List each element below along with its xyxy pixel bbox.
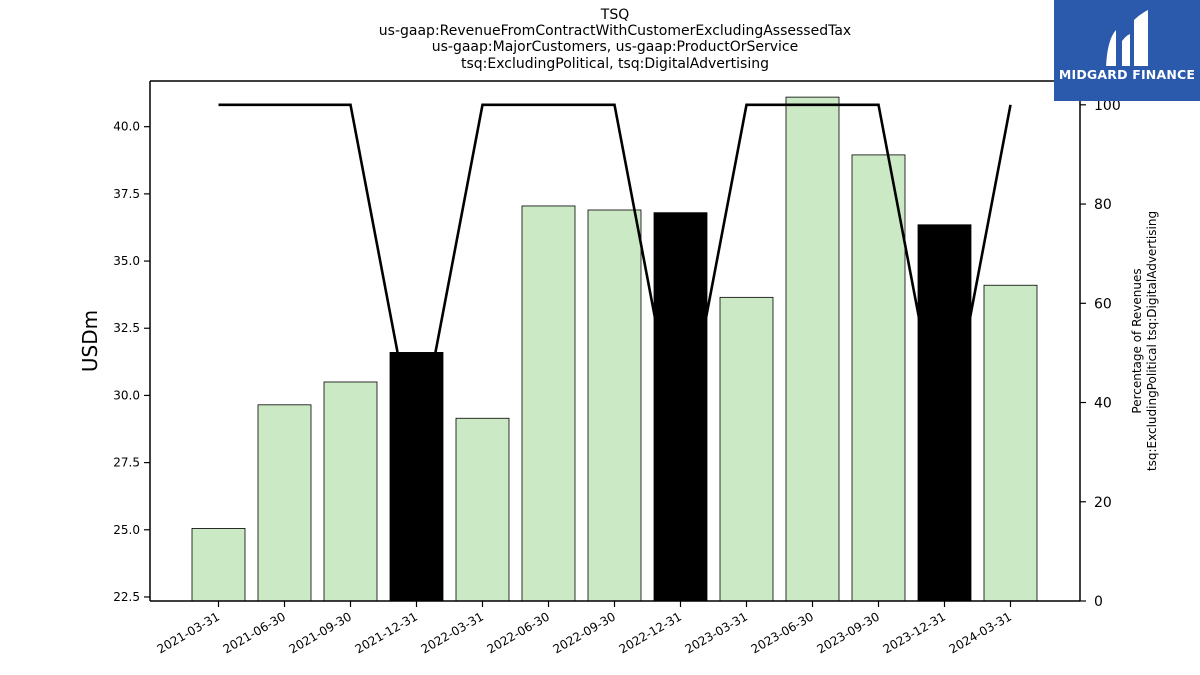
- y-tick-label: 35.0: [113, 254, 140, 268]
- y-tick-label: 37.5: [113, 187, 140, 201]
- y-tick-label: 32.5: [113, 321, 140, 335]
- line-layer: [218, 103, 1012, 453]
- bar-2021-03-31: [191, 528, 246, 602]
- y2-tick-label: 60: [1094, 296, 1112, 312]
- bar-2021-06-30: [257, 404, 312, 602]
- x-tick-label: 2021-03-31: [155, 609, 222, 656]
- bars-layer: [191, 96, 1038, 602]
- x-tick-label: 2023-12-31: [881, 609, 948, 656]
- x-tick-label: 2024-03-31: [947, 609, 1014, 656]
- chart-title-line-1: TSQ: [600, 7, 630, 23]
- bar-2022-06-30: [521, 205, 576, 602]
- chart-title-line-2: us-gaap:RevenueFromContractWithCustomerE…: [378, 23, 852, 39]
- y-tick-label: 30.0: [113, 388, 140, 402]
- y-tick-label: 22.5: [113, 590, 140, 604]
- bar-2022-09-30: [587, 209, 642, 602]
- bar-2023-12-31: [917, 224, 972, 602]
- x-tick-label: 2022-06-30: [485, 609, 552, 656]
- x-tick-label: 2023-06-30: [749, 609, 816, 656]
- chart-title-line-3: us-gaap:MajorCustomers, us-gaap:ProductO…: [431, 39, 799, 55]
- bar-2023-03-31: [719, 296, 774, 602]
- bar-2023-09-30: [851, 154, 906, 602]
- y2-tick-label: 40: [1094, 396, 1112, 412]
- y2-tick-label: 0: [1094, 594, 1103, 610]
- x-tick-label: 2022-12-31: [617, 609, 684, 656]
- y-axis-label: USDm: [78, 310, 102, 372]
- x-tick-label: 2021-12-31: [353, 609, 420, 656]
- y2-tick-label: 20: [1094, 495, 1112, 511]
- percentage-line: [218, 103, 1012, 453]
- x-tick-label: 2021-09-30: [287, 609, 354, 656]
- midgard-logo-icon: [1106, 10, 1148, 66]
- bar-2024-03-31: [983, 284, 1038, 602]
- y2-tick-label: 100: [1094, 98, 1121, 114]
- bar-2021-09-30: [323, 381, 378, 602]
- logo-text: MIDGARD FINANCE: [1058, 67, 1196, 82]
- bar-2021-12-31: [389, 352, 444, 602]
- midgard-finance-logo: MIDGARD FINANCE: [1054, 0, 1200, 101]
- y-tick-label: 25.0: [113, 523, 140, 537]
- bar-2022-12-31: [653, 212, 708, 602]
- y-tick-label: 27.5: [113, 456, 140, 470]
- y2-axis-label-line-2: tsq:ExcludingPolitical tsq:DigitalAdvert…: [1145, 211, 1159, 471]
- x-tick-label: 2022-09-30: [551, 609, 618, 656]
- y2-tick-label: 80: [1094, 197, 1112, 213]
- y-tick-label: 40.0: [113, 120, 140, 134]
- bar-2022-03-31: [455, 417, 510, 602]
- x-tick-label: 2022-03-31: [419, 609, 486, 656]
- x-tick-label: 2023-03-31: [683, 609, 750, 656]
- bar-2023-06-30: [785, 96, 840, 602]
- chart-title-line-4: tsq:ExcludingPolitical, tsq:DigitalAdver…: [461, 56, 769, 72]
- x-tick-label: 2023-09-30: [815, 609, 882, 656]
- x-tick-label: 2021-06-30: [221, 609, 288, 656]
- y2-axis-label-line-1: Percentage of Revenues: [1130, 268, 1144, 413]
